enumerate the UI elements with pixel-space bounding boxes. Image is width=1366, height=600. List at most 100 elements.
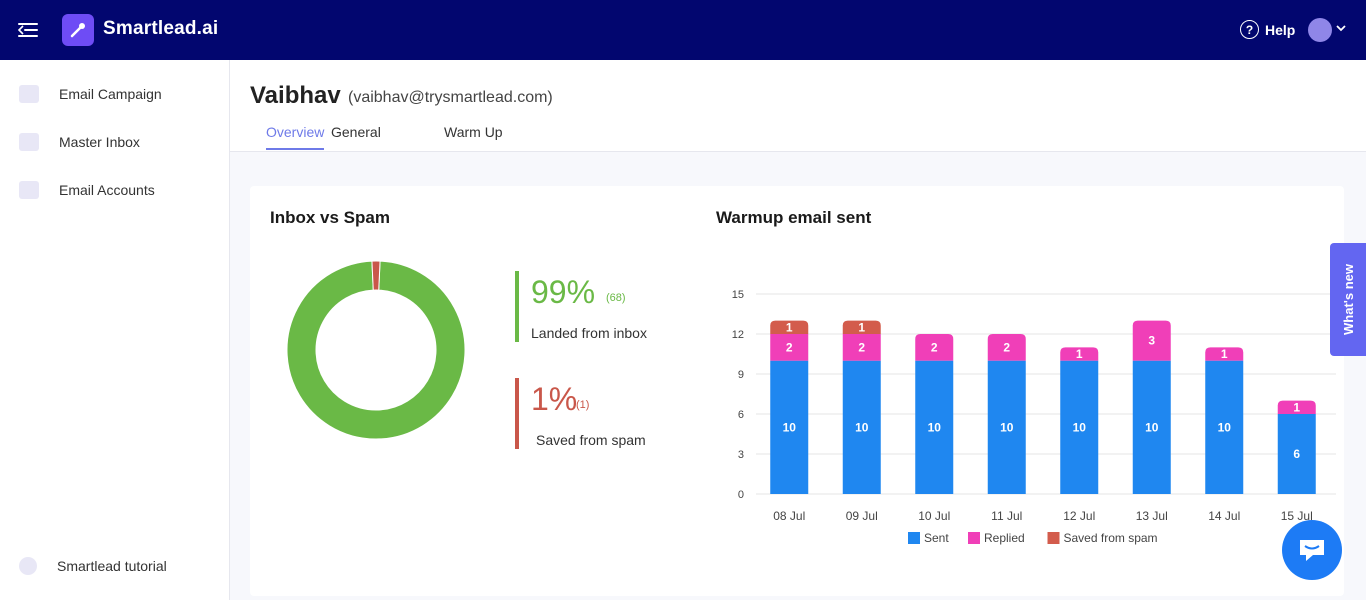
- y-tick-label: 12: [732, 329, 744, 341]
- bar-value-label: 10: [1000, 420, 1014, 434]
- x-tick-label: 15 Jul: [1281, 509, 1313, 523]
- tab-overview[interactable]: Overview: [266, 124, 325, 150]
- spam-stat-bar: [515, 378, 519, 449]
- megaphone-icon: [19, 85, 39, 103]
- avatar[interactable]: [1308, 18, 1332, 42]
- y-tick-label: 15: [732, 289, 744, 301]
- help-icon: ?: [1240, 20, 1259, 39]
- spam-count: (1): [576, 399, 590, 411]
- bar-value-label: 10: [783, 420, 797, 434]
- inbox-spam-donut: [286, 260, 466, 440]
- bar-segment: [987, 360, 1026, 494]
- sidebar-item-label: Master Inbox: [59, 134, 140, 150]
- bar-segment: [1060, 360, 1099, 494]
- sidebar-item-label: Email Accounts: [59, 182, 155, 198]
- tab-general[interactable]: General: [331, 124, 381, 140]
- menu-toggle-icon[interactable]: [17, 21, 38, 39]
- bar-value-label: 10: [1218, 420, 1232, 434]
- top-navbar: Smartlead.ai ? Help: [0, 0, 1366, 60]
- bar-segment: [770, 360, 809, 494]
- inbox-stat-bar: [515, 271, 519, 342]
- stats-card: Inbox vs Spam 99% (68) Landed from inbox…: [250, 186, 1344, 596]
- inbox-label: Landed from inbox: [531, 325, 647, 341]
- legend-label[interactable]: Saved from spam: [1064, 531, 1158, 545]
- bar-value-label: 1: [1293, 400, 1300, 414]
- legend-label[interactable]: Sent: [924, 531, 949, 545]
- page-title: Vaibhav: [250, 82, 341, 109]
- x-tick-label: 10 Jul: [918, 509, 950, 523]
- bar-value-label: 10: [855, 420, 869, 434]
- x-tick-label: 12 Jul: [1063, 509, 1095, 523]
- x-tick-label: 13 Jul: [1136, 509, 1168, 523]
- sidebar-item-tutorial[interactable]: Smartlead tutorial: [0, 546, 229, 586]
- bar-value-label: 10: [1073, 420, 1087, 434]
- bar-segment: [842, 334, 881, 361]
- whats-new-label: What's new: [1340, 264, 1356, 335]
- warmup-bar-chart: 0 3 6 9 12 15 10 2 1 10 2 1 10 2 10 2 10 1 10 3 10 1 6 1 08 Ju…: [732, 289, 1336, 545]
- y-tick-label: 3: [738, 449, 744, 461]
- x-tick-label: 11 Jul: [991, 509, 1022, 523]
- bar-segment: [1132, 360, 1171, 494]
- sidebar-item-label: Email Campaign: [59, 86, 162, 102]
- legend-swatch: [1047, 532, 1060, 544]
- bar-value-label: 2: [786, 340, 793, 354]
- tab-warm-up[interactable]: Warm Up: [444, 124, 503, 140]
- x-tick-label: 09 Jul: [846, 509, 878, 523]
- logo-icon[interactable]: [62, 14, 94, 46]
- sidebar: Email Campaign Master Inbox Email Accoun…: [0, 60, 230, 600]
- bar-segment: [987, 334, 1026, 361]
- bar-value-label: 2: [858, 340, 865, 354]
- chevron-down-icon[interactable]: [1336, 23, 1346, 33]
- sidebar-item-email-accounts[interactable]: Email Accounts: [0, 170, 229, 210]
- bar-segment: [770, 334, 809, 361]
- bar-value-label: 2: [1003, 340, 1010, 354]
- bar-segment: [1060, 347, 1099, 361]
- legend-swatch: [968, 532, 980, 544]
- y-tick-label: 9: [738, 369, 744, 381]
- bar-value-label: 1: [858, 320, 865, 334]
- legend-swatch: [908, 532, 920, 544]
- bar-segment: [915, 334, 954, 361]
- bar-segment: [1277, 400, 1316, 414]
- bar-value-label: 1: [786, 320, 793, 334]
- donut-slice-spam: [371, 260, 381, 291]
- bar-segment: [842, 320, 881, 334]
- chat-button[interactable]: [1282, 520, 1342, 580]
- help-label: Help: [1265, 21, 1296, 38]
- x-tick-label: 08 Jul: [773, 509, 805, 523]
- inbox-icon: [19, 133, 39, 151]
- bar-segment: [842, 360, 881, 494]
- sidebar-item-label: Smartlead tutorial: [57, 558, 167, 574]
- spam-label: Saved from spam: [536, 432, 646, 448]
- bar-segment: [770, 320, 809, 334]
- whats-new-tab[interactable]: What's new: [1330, 243, 1366, 356]
- bar-segment: [1277, 414, 1316, 494]
- warmup-chart-title: Warmup email sent: [716, 208, 872, 227]
- spam-percent: 1%: [531, 381, 578, 417]
- chat-icon: [1300, 540, 1324, 561]
- inbox-vs-spam-title: Inbox vs Spam: [270, 208, 390, 227]
- bar-value-label: 3: [1148, 334, 1155, 348]
- x-tick-label: 14 Jul: [1208, 509, 1240, 523]
- accounts-icon: [19, 181, 39, 199]
- bar-segment: [1132, 320, 1171, 361]
- y-tick-label: 6: [738, 409, 744, 421]
- bar-value-label: 2: [931, 340, 938, 354]
- brand-name[interactable]: Smartlead.ai: [103, 18, 219, 39]
- account-email: (vaibhav@trysmartlead.com): [348, 89, 553, 106]
- donut-slice-inbox: [286, 260, 466, 440]
- help-button[interactable]: ? Help: [1240, 20, 1295, 39]
- bar-value-label: 10: [928, 420, 942, 434]
- inbox-percent: 99%: [531, 274, 596, 310]
- bar-segment: [915, 360, 954, 494]
- bar-segment: [1205, 347, 1244, 361]
- inbox-count: (68): [606, 292, 626, 304]
- page-header: Vaibhav (vaibhav@trysmartlead.com) Overv…: [230, 60, 1366, 152]
- sidebar-item-email-campaign[interactable]: Email Campaign: [0, 74, 229, 114]
- bar-value-label: 6: [1293, 447, 1300, 461]
- legend-label[interactable]: Replied: [984, 531, 1025, 545]
- y-tick-label: 0: [738, 489, 744, 501]
- bar-segment: [1205, 360, 1244, 494]
- sidebar-item-master-inbox[interactable]: Master Inbox: [0, 122, 229, 162]
- bar-value-label: 10: [1145, 420, 1159, 434]
